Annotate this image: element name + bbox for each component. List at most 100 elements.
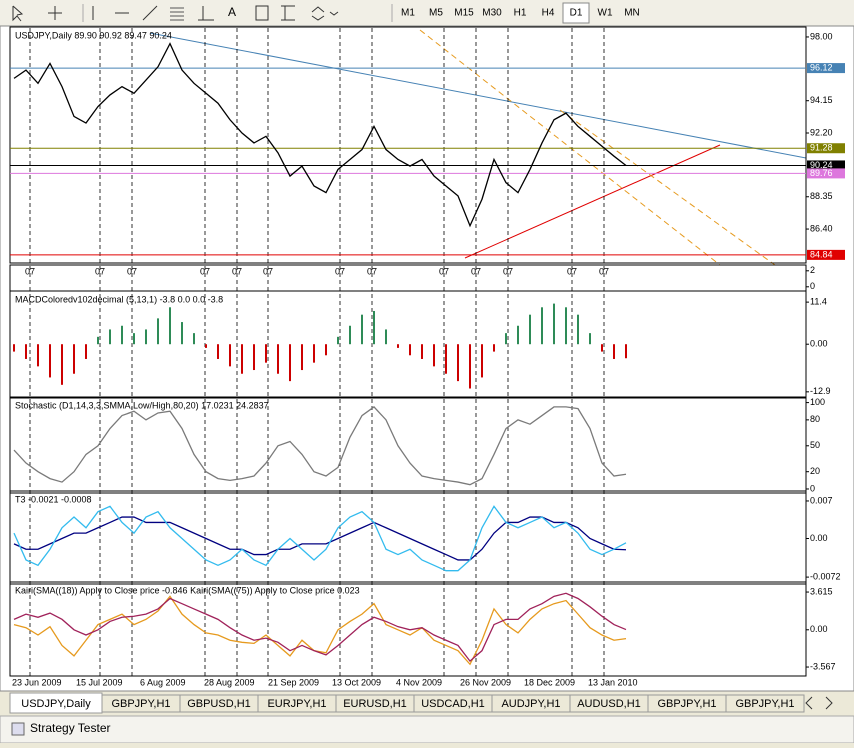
timeframe[interactable]: H4	[542, 8, 555, 19]
tab[interactable]	[725, 694, 805, 713]
series-line	[13, 516, 627, 561]
y-tick-label: 3.615	[810, 586, 833, 596]
strip-frame	[9, 264, 807, 292]
timeframe[interactable]: M30	[482, 8, 502, 19]
fibo-fan-icon[interactable]	[198, 6, 214, 21]
strategy-tester[interactable]: Strategy Tester	[30, 721, 110, 735]
y-tick-label: 94.15	[810, 95, 833, 105]
price-level-label: 84.84	[810, 249, 833, 259]
price-level-label: 89.76	[810, 168, 833, 178]
timeframe[interactable]: H1	[514, 8, 527, 19]
y-tick-label: -3.567	[810, 661, 836, 671]
x-tick-label: 13 Oct 2009	[332, 677, 381, 687]
x-tick-label: 26 Nov 2009	[460, 677, 511, 687]
tab-label[interactable]: USDJPY,Daily	[21, 698, 91, 710]
tab-label[interactable]: GBPUSD,H1	[187, 698, 251, 710]
price-level-label: 90.24	[810, 160, 833, 170]
period-label: 07	[599, 266, 609, 276]
x-tick-label: 23 Jun 2009	[12, 677, 62, 687]
x-tick-label: 13 Jan 2010	[588, 677, 638, 687]
period-label: 07	[439, 266, 449, 276]
y-tick-label: 11.4	[810, 296, 827, 306]
series-line	[13, 406, 627, 486]
y-tick-label: -12.9	[810, 386, 831, 396]
period-label: 07	[95, 266, 105, 276]
y-tick-label: 2	[810, 265, 815, 275]
period-label: 07	[503, 266, 513, 276]
timeframe[interactable]: M5	[429, 8, 443, 19]
chart-window	[0, 25, 854, 692]
period-label: 07	[335, 266, 345, 276]
timeframe[interactable]: MN	[624, 8, 640, 19]
y-tick-label: 0	[810, 281, 815, 291]
trend-line	[419, 29, 721, 266]
series-line	[13, 592, 627, 663]
panel-title: Stochastic (D1,14,3,3,SMMA,Low/High,80,2…	[15, 400, 269, 410]
tab-scroll[interactable]	[805, 696, 833, 710]
cursor-icon[interactable]	[12, 5, 24, 22]
x-tick-label: 15 Jul 2009	[76, 677, 123, 687]
y-tick-label: 0.00	[810, 339, 828, 349]
period-label: 07	[263, 266, 273, 276]
text-tool[interactable]: A	[228, 5, 236, 19]
y-tick-label: 88.35	[810, 191, 833, 201]
y-tick-label: 100	[810, 397, 825, 407]
text-label-icon[interactable]	[281, 5, 295, 21]
terminal-bar	[0, 715, 854, 744]
trend-line	[559, 109, 776, 266]
tester-icon	[11, 722, 25, 736]
tab-label[interactable]: GBPJPY,H1	[735, 698, 794, 710]
period-label: 07	[367, 266, 377, 276]
price-level-box	[807, 160, 845, 171]
panel-frame	[9, 26, 807, 264]
toolbar-icons	[12, 4, 393, 22]
y-tick-label: 50	[810, 440, 820, 450]
tab-label[interactable]: EURUSD,H1	[343, 698, 407, 710]
y-tick-label: -0.0072	[810, 571, 841, 581]
price-level-label: 96.12	[810, 62, 833, 72]
trend-lines	[149, 29, 807, 266]
trendline-icon[interactable]	[142, 5, 158, 21]
tab-label[interactable]: GBPJPY,H1	[111, 698, 170, 710]
y-tick-label: 0.007	[810, 495, 833, 505]
timeframe[interactable]: M1	[401, 8, 415, 19]
y-tick-label: 92.20	[810, 127, 833, 137]
y-tick-label: 86.40	[810, 223, 833, 233]
tab-label[interactable]: EURJPY,H1	[267, 698, 326, 710]
timeframe[interactable]: D1	[570, 8, 583, 19]
crosshair-icon[interactable]	[48, 6, 62, 20]
panel-title: MACDColoredv102decimal (5,13,1) -3.8 0.0…	[15, 294, 223, 304]
timeframe[interactable]: M15	[454, 8, 474, 19]
y-tick-label: 0.00	[810, 624, 828, 634]
panel-title: USDJPY,Daily 89.90 90.92 89.47 90.24	[15, 30, 172, 40]
price-level-box	[807, 63, 845, 74]
series-line	[13, 595, 627, 666]
tab-label[interactable]: USDCAD,H1	[421, 698, 485, 710]
panel-frame	[9, 396, 807, 494]
tab-label[interactable]: GBPJPY,H1	[657, 698, 716, 710]
period-label: 07	[200, 266, 210, 276]
y-tick-label: 0.00	[810, 533, 828, 543]
y-tick-label: 0	[810, 483, 815, 493]
x-tick-label: 6 Aug 2009	[140, 677, 186, 687]
label-icon[interactable]	[255, 5, 269, 21]
period-label: 07	[567, 266, 577, 276]
period-label: 07	[127, 266, 137, 276]
x-tick-label: 18 Dec 2009	[524, 677, 575, 687]
tab-label[interactable]: AUDJPY,H1	[501, 698, 560, 710]
y-tick-label: 80	[810, 414, 820, 424]
separator	[82, 4, 393, 22]
x-tick-label: 21 Sep 2009	[268, 677, 319, 687]
fibo-icon[interactable]	[170, 7, 184, 21]
trend-line	[464, 144, 721, 259]
timeframe[interactable]: W1	[598, 8, 613, 19]
timeframe-active	[562, 2, 590, 24]
panel-title: T3 -0.0021 -0.0008	[15, 494, 92, 504]
tab-label[interactable]: AUDUSD,H1	[577, 698, 641, 710]
price-level-label: 91.28	[810, 143, 833, 153]
price-level-box	[807, 143, 845, 154]
arrows-icon[interactable]	[311, 6, 339, 21]
y-tick-label: 98.00	[810, 31, 833, 41]
